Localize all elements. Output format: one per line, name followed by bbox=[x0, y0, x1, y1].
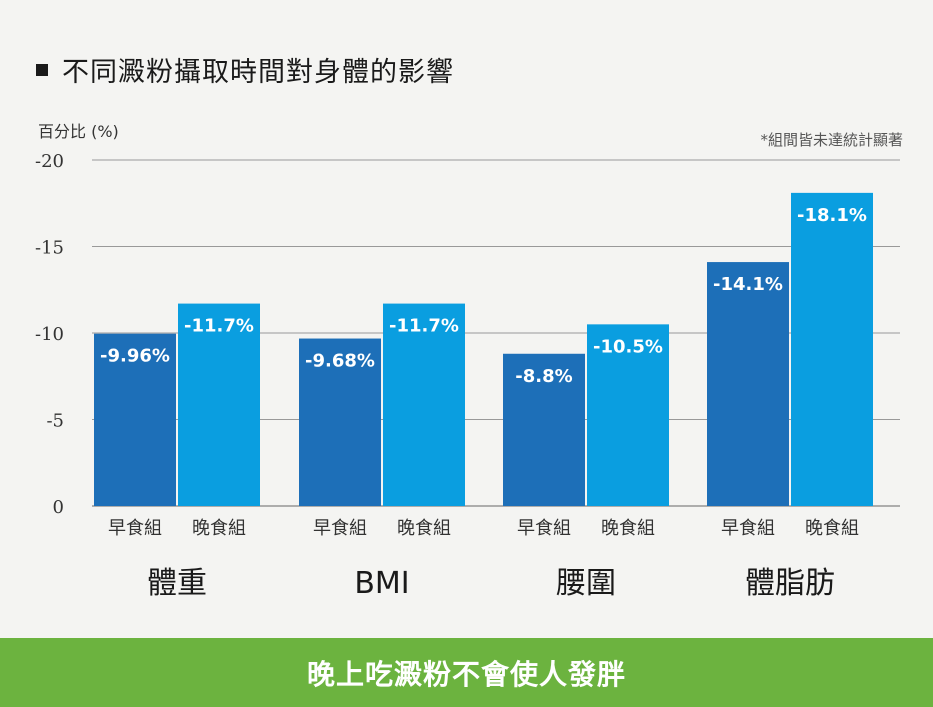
y-tick-label: -5 bbox=[46, 411, 64, 432]
bar bbox=[791, 192, 873, 506]
y-axis-label: 百分比 (%) bbox=[38, 122, 119, 141]
data-label: -11.7% bbox=[389, 316, 459, 337]
y-tick-label: -15 bbox=[35, 238, 64, 259]
category-label: 體脂肪 bbox=[745, 566, 835, 601]
data-label: -18.1% bbox=[797, 205, 867, 226]
significance-note: *組間皆未達統計顯著 bbox=[760, 131, 903, 149]
series-tick-label: 早食組 bbox=[108, 518, 162, 539]
series-tick-label: 早食組 bbox=[517, 518, 571, 539]
bar-chart: 百分比 (%) *組間皆未達統計顯著 0 -5 -10 -15 -20 -9.96% 早食組 -1… bbox=[35, 122, 903, 601]
series-tick-label: 晚食組 bbox=[601, 518, 655, 539]
title-bullet-icon bbox=[36, 63, 48, 76]
data-label: -11.7% bbox=[184, 316, 254, 337]
category-label: 腰圍 bbox=[556, 566, 616, 601]
bar bbox=[503, 353, 585, 506]
category-label: BMI bbox=[354, 566, 409, 601]
bar bbox=[383, 303, 465, 506]
y-tick-label: -20 bbox=[35, 151, 64, 172]
data-label: -8.8% bbox=[515, 366, 572, 387]
bar bbox=[178, 303, 260, 506]
data-label: -9.96% bbox=[100, 346, 170, 367]
series-tick-label: 早食組 bbox=[313, 518, 367, 539]
y-tick-label: -10 bbox=[35, 324, 64, 345]
bar bbox=[299, 338, 381, 506]
bar bbox=[707, 262, 789, 506]
data-label: -14.1% bbox=[713, 274, 783, 295]
data-label: -9.68% bbox=[305, 351, 375, 372]
series-tick-label: 晚食組 bbox=[805, 518, 859, 539]
y-tick-label: 0 bbox=[53, 497, 64, 518]
series-tick-label: 晚食組 bbox=[192, 518, 246, 539]
series-tick-label: 晚食組 bbox=[397, 518, 451, 539]
chart-title: 不同澱粉攝取時間對身體的影響 bbox=[62, 57, 454, 88]
chart-title-group: 不同澱粉攝取時間對身體的影響 bbox=[36, 50, 454, 89]
category-label: 體重 bbox=[147, 566, 207, 601]
bar bbox=[587, 324, 669, 506]
series-tick-label: 早食組 bbox=[721, 518, 775, 539]
data-label: -10.5% bbox=[593, 336, 663, 357]
footer-banner: 晚上吃澱粉不會使人發胖 bbox=[0, 638, 933, 707]
bar bbox=[94, 333, 176, 506]
footer-caption: 晚上吃澱粉不會使人發胖 bbox=[306, 657, 626, 691]
